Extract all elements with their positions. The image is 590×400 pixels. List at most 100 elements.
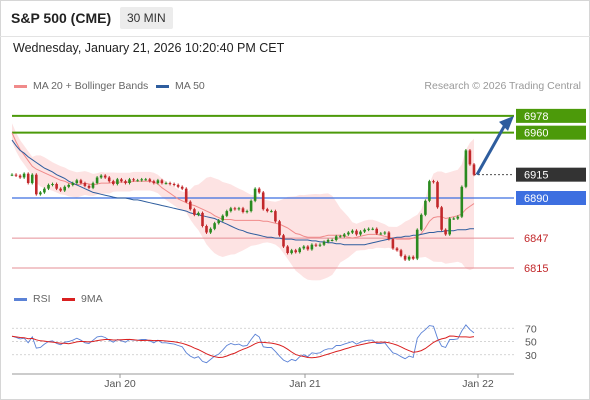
rsi-ma-legend-swatch (62, 298, 75, 301)
candle-body (201, 212, 204, 226)
candle-body (294, 250, 297, 253)
candle-body (266, 209, 269, 212)
ma50-legend-swatch (156, 85, 169, 88)
candle-body (140, 179, 143, 181)
candle-body (452, 218, 455, 220)
candle-body (407, 256, 411, 260)
interval-selector[interactable]: 30 MIN (120, 7, 173, 29)
rsi-tick-label: 50 (525, 337, 537, 349)
candle-body (120, 179, 123, 182)
candle-body (456, 216, 460, 219)
candle-body (286, 246, 289, 253)
candle-body (83, 183, 87, 186)
instrument-title: S&P 500 (CME) (11, 10, 112, 26)
candle-body (464, 150, 468, 187)
rsi-legend-label: RSI (33, 293, 51, 305)
candle-body (67, 184, 70, 187)
candle-body (197, 212, 200, 215)
candle-body (144, 179, 147, 181)
candle-body (270, 211, 273, 213)
candle-body (460, 186, 464, 217)
x-axis-tick-label: Jan 21 (289, 378, 321, 390)
resistance-level-label: 6978 (524, 111, 548, 123)
last-level-tag (516, 167, 586, 182)
candle-body (444, 229, 447, 235)
candle-body (156, 180, 160, 184)
candle-body (322, 241, 326, 245)
candle-body (193, 209, 196, 215)
candle-body (343, 234, 346, 237)
candle-body (136, 180, 139, 182)
candle-body (99, 175, 103, 178)
candle-body (225, 211, 229, 216)
candle-body (176, 184, 180, 187)
candle-body (59, 188, 62, 191)
candle-body (95, 177, 99, 184)
candle-body (128, 179, 131, 183)
candle-body (237, 208, 241, 210)
candle-body (261, 192, 265, 210)
rsi-line (11, 324, 475, 364)
candle-body (436, 182, 439, 208)
pivot-level-tag (516, 191, 586, 205)
rsi-legend-swatch (14, 298, 27, 301)
candle-body (428, 181, 431, 201)
candle-body (14, 174, 18, 176)
candle-body (387, 232, 391, 239)
candle-body (415, 229, 419, 259)
x-axis-tick-label: Jan 22 (462, 378, 494, 390)
candle-body (30, 174, 34, 184)
support-level-label: 6847 (524, 233, 548, 245)
candle-body (399, 250, 403, 256)
candle-body (367, 228, 370, 230)
bollinger-legend-swatch (14, 85, 27, 88)
candle-body (395, 248, 399, 251)
forecast-arrow-head (499, 115, 514, 131)
candle-body (472, 164, 476, 175)
candle-body (160, 180, 164, 184)
candle-body (245, 211, 249, 213)
candle-body (116, 179, 119, 184)
ma20-line (11, 132, 475, 240)
candle-body (148, 179, 152, 182)
candle-body (152, 181, 156, 184)
resistance-level-label: 6960 (524, 128, 548, 140)
candle-body (107, 177, 111, 182)
candle-body (424, 200, 427, 215)
candle-body (233, 208, 237, 210)
candle-body (180, 186, 184, 189)
resistance-level-tag (516, 125, 586, 140)
candle-body (189, 201, 192, 210)
resistance-level-tag (516, 108, 586, 123)
candle-body (22, 173, 26, 178)
candle-body (282, 235, 285, 247)
candle-body (10, 174, 14, 176)
candle-body (184, 188, 188, 202)
candle-body (391, 239, 395, 249)
candle-body (253, 188, 257, 201)
candle-body (47, 184, 50, 189)
candle-body (440, 207, 443, 230)
rsi-ma-line (11, 335, 475, 359)
candle-body (91, 183, 95, 188)
bollinger-legend-label: MA 20 + Bollinger Bands (33, 80, 149, 92)
bollinger-band-area (12, 123, 474, 281)
candle-body (209, 228, 212, 233)
candle-body (290, 250, 293, 254)
x-axis-tick-label: Jan 20 (104, 378, 136, 390)
candle-body (432, 181, 435, 183)
candle-body (274, 211, 277, 222)
candle-body (168, 183, 172, 185)
candle-body (75, 180, 79, 184)
candle-body (79, 180, 83, 184)
candle-body (383, 232, 387, 234)
candle-body (420, 214, 423, 230)
candle-body (306, 246, 310, 250)
candle-body (217, 220, 220, 224)
candle-body (318, 244, 322, 246)
candle-body (298, 248, 301, 253)
candle-body (221, 215, 224, 221)
candle-body (55, 184, 58, 189)
candle-body (468, 150, 472, 165)
